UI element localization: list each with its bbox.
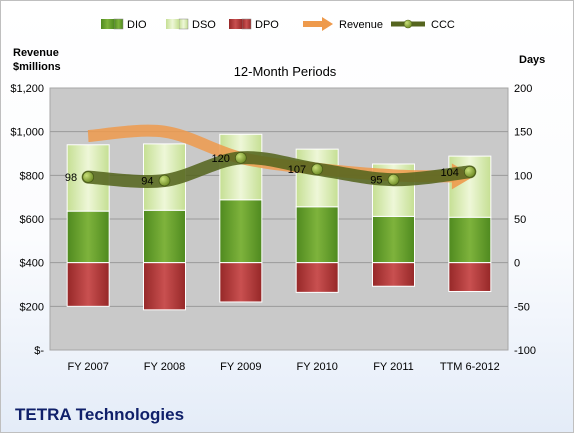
right-tick-label: 50 bbox=[514, 214, 526, 226]
dio-bar bbox=[295, 206, 339, 264]
category-label: TTM 6-2012 bbox=[440, 361, 500, 373]
ccc-point bbox=[158, 174, 171, 187]
ccc-line bbox=[81, 151, 477, 188]
dpo-bar bbox=[295, 262, 339, 293]
legend-swatch-ccc-marker bbox=[403, 19, 413, 29]
dpo-bar bbox=[372, 262, 415, 287]
right-tick-label: 0 bbox=[514, 258, 520, 270]
left-tick-label: $800 bbox=[20, 170, 44, 182]
right-axis-label: Days bbox=[519, 54, 545, 66]
ccc-data-label: 94 bbox=[141, 176, 153, 188]
chart-title: 12-Month Periods bbox=[234, 64, 337, 79]
left-tick-label: $600 bbox=[20, 214, 44, 226]
legend-swatch-dpo bbox=[229, 19, 242, 29]
category-label: FY 2010 bbox=[296, 361, 337, 373]
dio-bar bbox=[219, 199, 263, 264]
legend-label: DIO bbox=[127, 19, 147, 31]
right-tick-label: 150 bbox=[514, 127, 532, 139]
right-tick-label: 200 bbox=[514, 83, 532, 95]
left-axis-label: Revenue bbox=[13, 47, 59, 59]
dpo-bar bbox=[219, 262, 263, 303]
legend-swatch-revenue-arrowhead bbox=[322, 17, 333, 31]
dpo-bar bbox=[448, 262, 492, 292]
legend-label: Revenue bbox=[339, 19, 383, 31]
ccc-data-label: 98 bbox=[65, 172, 77, 184]
ccc-point bbox=[387, 173, 400, 186]
ccc-point bbox=[311, 163, 324, 176]
dio-bar bbox=[66, 210, 110, 264]
dpo-bar bbox=[143, 262, 186, 311]
legend-swatch-dso bbox=[166, 19, 179, 29]
ccc-data-label: 95 bbox=[370, 175, 382, 187]
legend-label: DPO bbox=[255, 19, 279, 31]
legend-label: DSO bbox=[192, 19, 216, 31]
ccc-point bbox=[82, 171, 95, 183]
ccc-data-label: 104 bbox=[440, 167, 458, 179]
left-tick-label: $1,200 bbox=[10, 83, 44, 95]
right-tick-label: -100 bbox=[514, 345, 536, 357]
legend-swatch-dpo bbox=[241, 18, 252, 30]
legend-swatch-dio bbox=[101, 19, 114, 29]
legend-swatch-dso bbox=[178, 18, 189, 30]
dio-bar bbox=[372, 215, 415, 264]
dpo-bar bbox=[66, 262, 110, 307]
left-axis-label: $millions bbox=[13, 61, 61, 73]
category-label: FY 2011 bbox=[373, 361, 414, 373]
dio-bar bbox=[143, 209, 186, 264]
left-tick-label: $1,000 bbox=[10, 127, 44, 139]
company-name: TETRA Technologies bbox=[15, 405, 185, 424]
right-tick-label: 100 bbox=[514, 170, 532, 182]
ccc-data-label: 107 bbox=[288, 164, 306, 176]
category-label: FY 2007 bbox=[67, 361, 108, 373]
dio-bar bbox=[448, 216, 492, 264]
left-tick-label: $- bbox=[34, 345, 44, 357]
left-tick-label: $200 bbox=[20, 301, 44, 313]
category-label: FY 2008 bbox=[144, 361, 185, 373]
right-tick-label: -50 bbox=[514, 301, 530, 313]
ccc-point bbox=[463, 165, 476, 178]
left-tick-label: $400 bbox=[20, 258, 44, 270]
legend-swatch-dio bbox=[113, 18, 124, 30]
ccc-data-label: 120 bbox=[211, 153, 229, 165]
legend-label: CCC bbox=[431, 19, 455, 31]
ccc-point bbox=[234, 151, 247, 164]
category-label: FY 2009 bbox=[220, 361, 261, 373]
